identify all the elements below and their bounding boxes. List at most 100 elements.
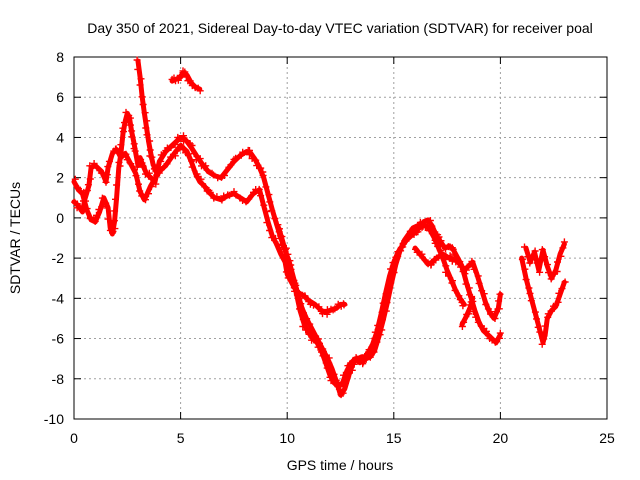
data-point-marker [98,194,106,202]
data-point-marker [521,243,528,251]
data-point-marker [126,114,134,122]
data-point-marker [131,147,139,155]
data-point-marker [558,285,566,293]
data-point-marker [462,280,470,288]
data-point-marker [518,255,526,263]
data-point-marker [105,157,113,165]
data-point-marker [84,181,92,189]
data-point-marker [468,293,476,301]
y-tick-label: 4 [56,129,64,145]
data-point-marker [128,133,136,141]
data-point-marker [496,329,504,337]
data-point-marker [268,207,276,215]
data-point-marker [136,187,144,195]
data-point-marker [526,259,534,267]
x-tick-label: 0 [70,430,78,446]
data-point-marker [287,268,294,276]
data-point-marker [152,167,160,175]
data-point-marker [112,195,119,203]
data-point-marker [83,187,91,195]
data-point-marker [544,261,551,269]
data-point-marker [152,180,160,188]
data-point-marker [371,328,379,336]
data-point-marker [277,232,285,240]
data-point-marker [449,245,457,253]
data-point-marker [255,185,263,193]
grid-lines [74,57,607,419]
data-point-marker [292,285,299,292]
data-point-marker [137,156,145,163]
data-point-marker [554,298,562,306]
data-point-marker [534,323,542,331]
data-point-marker [232,191,240,199]
data-point-marker [90,160,98,167]
data-point-marker [299,315,307,323]
data-point-marker [202,162,210,170]
data-point-marker [371,334,379,342]
series-track-i [521,238,568,283]
data-point-marker [97,169,105,177]
data-point-marker [459,302,467,310]
data-point-marker [127,121,134,129]
series-track-b [71,108,467,399]
data-point-marker [450,250,458,258]
data-point-marker [547,275,555,283]
data-point-marker [138,93,146,101]
data-point-marker [360,358,367,366]
y-tick-label: 6 [56,89,64,105]
data-point-marker [389,259,397,267]
x-axis-label: GPS time / hours [287,457,394,473]
data-point-marker [123,116,131,124]
data-point-marker [302,326,310,334]
data-point-marker [427,260,435,268]
data-point-marker [413,248,421,256]
axis-ticks: -10 -8 -6 -4 -2 0 2 4 6 8 0 5 10 15 20 25 [44,49,615,446]
data-point-marker [145,190,152,198]
data-point-marker [421,256,429,264]
data-point-marker [86,175,94,183]
data-point-marker [142,124,150,132]
data-point-marker [138,192,146,200]
data-point-marker [555,289,563,297]
data-point-marker [387,265,395,273]
data-point-marker [392,253,400,261]
data-point-marker [259,171,267,179]
data-point-marker [448,244,456,252]
data-point-marker [221,172,228,179]
data-point-marker [210,194,218,202]
data-point-marker [533,259,541,267]
data-point-marker [112,145,120,153]
y-tick-label: -8 [52,371,65,387]
data-point-marker [266,227,274,234]
data-point-marker [71,175,79,183]
data-point-marker [339,380,347,388]
data-point-marker [136,81,144,89]
y-tick-label: 0 [56,210,64,226]
data-point-marker [141,109,149,117]
data-point-marker [387,272,395,280]
data-point-marker [480,290,488,298]
data-point-marker [418,223,426,231]
data-point-marker [263,219,271,227]
data-point-marker [369,341,377,349]
data-point-marker [268,234,276,242]
data-point-marker [232,154,240,162]
data-point-marker [188,142,196,149]
data-point-marker [365,346,373,354]
y-tick-label: -4 [52,290,65,306]
data-point-marker [445,272,452,280]
data-point-marker [538,340,546,348]
data-point-marker [115,158,123,166]
data-point-marker [127,160,135,168]
data-point-marker [526,289,534,297]
data-point-marker [472,313,480,321]
data-point-marker [197,175,205,183]
data-point-marker [103,171,111,179]
data-point-marker [98,202,106,210]
data-point-marker [265,191,273,199]
data-point-marker [91,217,99,225]
y-tick-label: -6 [52,331,65,347]
data-point-marker [379,299,387,307]
data-point-marker [428,222,436,230]
